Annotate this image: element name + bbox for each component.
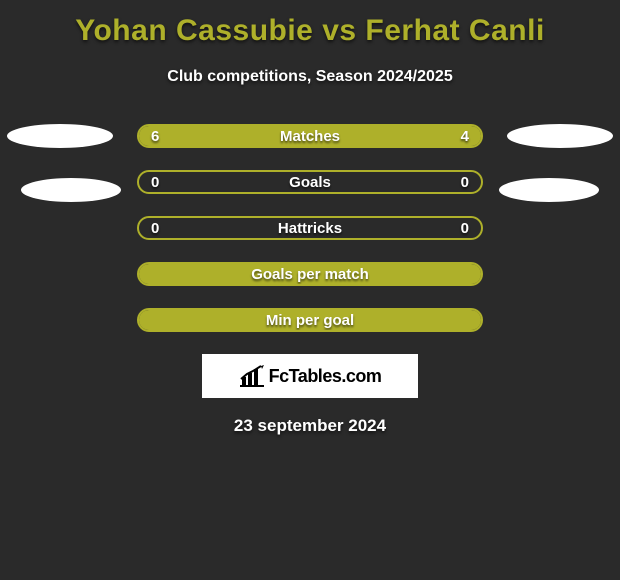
stat-row: Goals per match [137, 262, 483, 286]
bar-chart-icon [239, 365, 265, 387]
stat-label: Goals [139, 172, 481, 192]
stat-value-right: 0 [461, 218, 469, 238]
stat-fill-left [139, 310, 481, 330]
stat-row: 0 Hattricks 0 [137, 216, 483, 240]
stats-area: 6 Matches 4 0 Goals 0 0 Hattricks 0 Goal… [0, 124, 620, 436]
stat-row: 6 Matches 4 [137, 124, 483, 148]
stat-value-right: 0 [461, 172, 469, 192]
stat-fill-left [139, 126, 344, 146]
player-left-shape-1 [7, 124, 113, 148]
stat-row: 0 Goals 0 [137, 170, 483, 194]
comparison-subtitle: Club competitions, Season 2024/2025 [0, 68, 620, 86]
comparison-title: Yohan Cassubie vs Ferhat Canli [0, 0, 620, 48]
player-right-shape-1 [507, 124, 613, 148]
player-left-shape-2 [21, 178, 121, 202]
generation-date: 23 september 2024 [0, 416, 620, 436]
stat-fill-left [139, 264, 481, 284]
stat-value-left: 0 [151, 218, 159, 238]
stat-row: Min per goal [137, 308, 483, 332]
stat-label: Hattricks [139, 218, 481, 238]
watermark-text: FcTables.com [269, 366, 382, 387]
stat-value-left: 0 [151, 172, 159, 192]
stat-fill-right [344, 126, 481, 146]
watermark-logo: FcTables.com [202, 354, 418, 398]
player-right-shape-2 [499, 178, 599, 202]
